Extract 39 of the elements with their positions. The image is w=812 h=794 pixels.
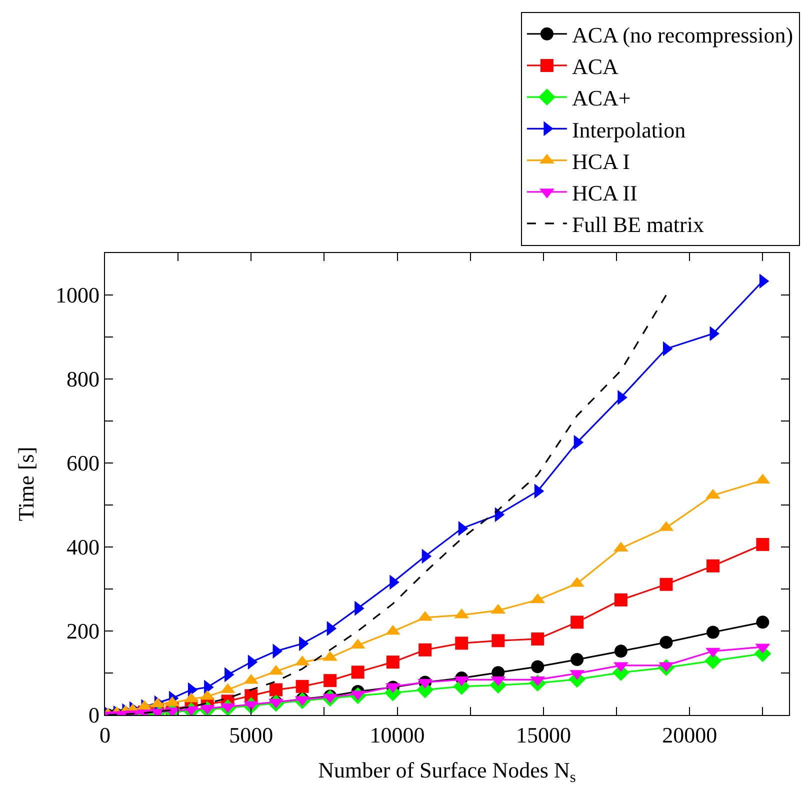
y-tick-label: 400 <box>66 534 100 560</box>
y-tick-label: 0 <box>88 702 100 728</box>
point <box>614 593 628 606</box>
y-tick-label: 600 <box>66 450 100 476</box>
legend-label: HCA I <box>572 148 630 174</box>
legend-label: Full BE matrix <box>572 212 704 238</box>
legend-label: Interpolation <box>572 117 686 142</box>
legend-label: ACA+ <box>572 86 631 111</box>
point <box>351 666 364 679</box>
point <box>324 674 337 688</box>
point <box>455 636 468 650</box>
point <box>531 660 544 674</box>
legend-label: HCA II <box>572 180 638 206</box>
point <box>660 578 673 591</box>
x-tick-label: 20000 <box>662 722 718 748</box>
point <box>756 538 770 551</box>
point <box>531 632 544 646</box>
point <box>570 653 584 666</box>
point <box>706 559 720 572</box>
legend-label: ACA <box>572 54 619 80</box>
point <box>660 636 673 649</box>
point <box>756 616 770 629</box>
point <box>270 683 282 696</box>
legend-label: ACA (no recompression) <box>572 22 794 48</box>
point <box>570 616 584 629</box>
point <box>614 644 628 658</box>
point <box>418 643 432 656</box>
x-tick-label: 5000 <box>229 722 274 748</box>
y-tick-label: 1000 <box>56 282 100 308</box>
y-tick-label: 800 <box>66 366 100 392</box>
x-tick-label: 10000 <box>370 722 425 748</box>
y-axis-title: Time [s] <box>13 446 38 522</box>
y-tick-label: 200 <box>66 618 100 644</box>
point <box>706 626 720 639</box>
point <box>296 680 309 693</box>
point <box>386 656 400 669</box>
x-tick-label: 15000 <box>516 722 571 748</box>
point <box>492 634 505 648</box>
x-axis-title: Number of Surface Nodes N$_{s}$ <box>318 757 576 786</box>
